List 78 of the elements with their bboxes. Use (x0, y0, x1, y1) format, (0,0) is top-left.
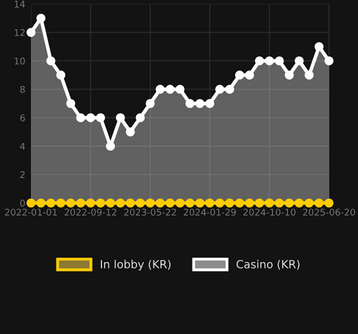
point (106, 142, 115, 151)
point (175, 198, 185, 208)
point (254, 198, 264, 208)
point (116, 113, 125, 122)
point (126, 198, 135, 208)
y-tick-label: 10 (14, 58, 25, 64)
point (284, 198, 294, 208)
point (66, 98, 76, 108)
point (136, 113, 145, 122)
y-tick-label: 8 (20, 86, 25, 93)
legend-label: Casino (KR) (236, 260, 300, 270)
point (324, 198, 334, 208)
y-tick-label: 12 (14, 29, 25, 36)
y-tick-label: 2 (20, 171, 25, 178)
point (185, 198, 194, 208)
point (96, 113, 106, 122)
x-tick-label: 2024-01-29 (184, 208, 236, 216)
point (324, 56, 334, 66)
point (314, 198, 324, 208)
point (166, 198, 175, 208)
y-tick-label: 14 (14, 0, 25, 8)
point (225, 84, 234, 94)
legend-label: In lobby (KR) (100, 260, 170, 271)
point (294, 198, 304, 208)
y-tick-label: 6 (20, 114, 25, 122)
x-tick-label: 2025-06-20 (303, 208, 356, 216)
point (185, 98, 194, 108)
point (116, 198, 125, 208)
point (195, 98, 204, 108)
point (215, 198, 224, 208)
x-tick-label: 2023-05-22 (124, 208, 176, 216)
x-tick-label: 2024-10-10 (243, 208, 296, 216)
point (76, 113, 86, 122)
point (195, 198, 204, 208)
point (304, 70, 314, 80)
point (106, 198, 115, 208)
point (26, 198, 36, 208)
point (46, 198, 56, 208)
point (96, 198, 106, 208)
point (66, 198, 76, 208)
point (235, 198, 244, 208)
point (136, 198, 145, 208)
point (146, 98, 155, 108)
point (294, 56, 304, 66)
x-tick-label: 2022-09-12 (64, 208, 116, 216)
point (166, 84, 175, 94)
point (245, 70, 254, 80)
point (156, 84, 165, 94)
point (86, 198, 96, 208)
point (205, 198, 214, 208)
point (175, 84, 185, 94)
point (254, 56, 264, 66)
point (56, 70, 66, 80)
point (215, 84, 224, 94)
point (36, 14, 46, 23)
point (26, 28, 36, 37)
point (274, 56, 284, 66)
point (245, 198, 254, 208)
point (284, 70, 294, 80)
point (314, 42, 324, 52)
point (36, 198, 46, 208)
point (56, 198, 66, 208)
point (225, 198, 234, 208)
point (156, 198, 165, 208)
point (86, 113, 96, 122)
y-tick-label: 0 (20, 200, 25, 207)
point (264, 56, 274, 66)
point (146, 198, 155, 208)
point (264, 198, 274, 208)
y-tick-label: 4 (20, 142, 25, 150)
point (205, 98, 214, 108)
point (235, 70, 244, 80)
point (304, 198, 314, 208)
point (46, 56, 56, 66)
x-tick-label: 2022-01-01 (5, 208, 57, 216)
point (76, 198, 86, 208)
point (126, 127, 135, 136)
point (274, 198, 284, 208)
